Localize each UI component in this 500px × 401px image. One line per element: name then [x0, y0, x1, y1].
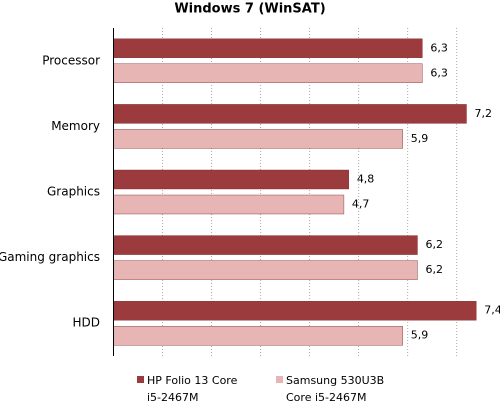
y-tick-label: Gaming graphics: [0, 250, 100, 264]
value-label: 7,4: [484, 304, 500, 317]
y-tick-label: Graphics: [47, 185, 100, 199]
value-label: 4,7: [352, 198, 370, 211]
value-label: 6,3: [430, 41, 448, 54]
y-tick-label: Memory: [51, 119, 100, 133]
value-label: 7,2: [474, 107, 492, 120]
legend-swatch: [137, 376, 144, 383]
bar: [113, 235, 418, 255]
value-label: 6,2: [425, 263, 443, 276]
value-label: 5,9: [411, 132, 429, 145]
bar: [113, 301, 477, 321]
bar: [113, 129, 403, 149]
value-label: 6,3: [430, 66, 448, 79]
value-label: 6,2: [425, 238, 443, 251]
legend-label: Samsung 530U3B Core i5-2467M: [286, 374, 385, 401]
bar: [113, 194, 345, 215]
chart-title: Windows 7 (WinSAT): [174, 2, 325, 17]
y-tick-label: HDD: [72, 316, 100, 330]
value-label: 4,8: [357, 173, 375, 186]
value-label: 5,9: [411, 329, 429, 342]
bar: [113, 169, 350, 190]
legend-swatch: [276, 376, 283, 383]
bar: [113, 104, 467, 124]
bar: [113, 63, 423, 83]
legend-label: HP Folio 13 Core i5-2467M: [147, 374, 238, 401]
bar: [113, 260, 418, 280]
bar: [113, 38, 423, 58]
y-tick-label: Processor: [42, 53, 100, 67]
bar: [113, 326, 403, 346]
